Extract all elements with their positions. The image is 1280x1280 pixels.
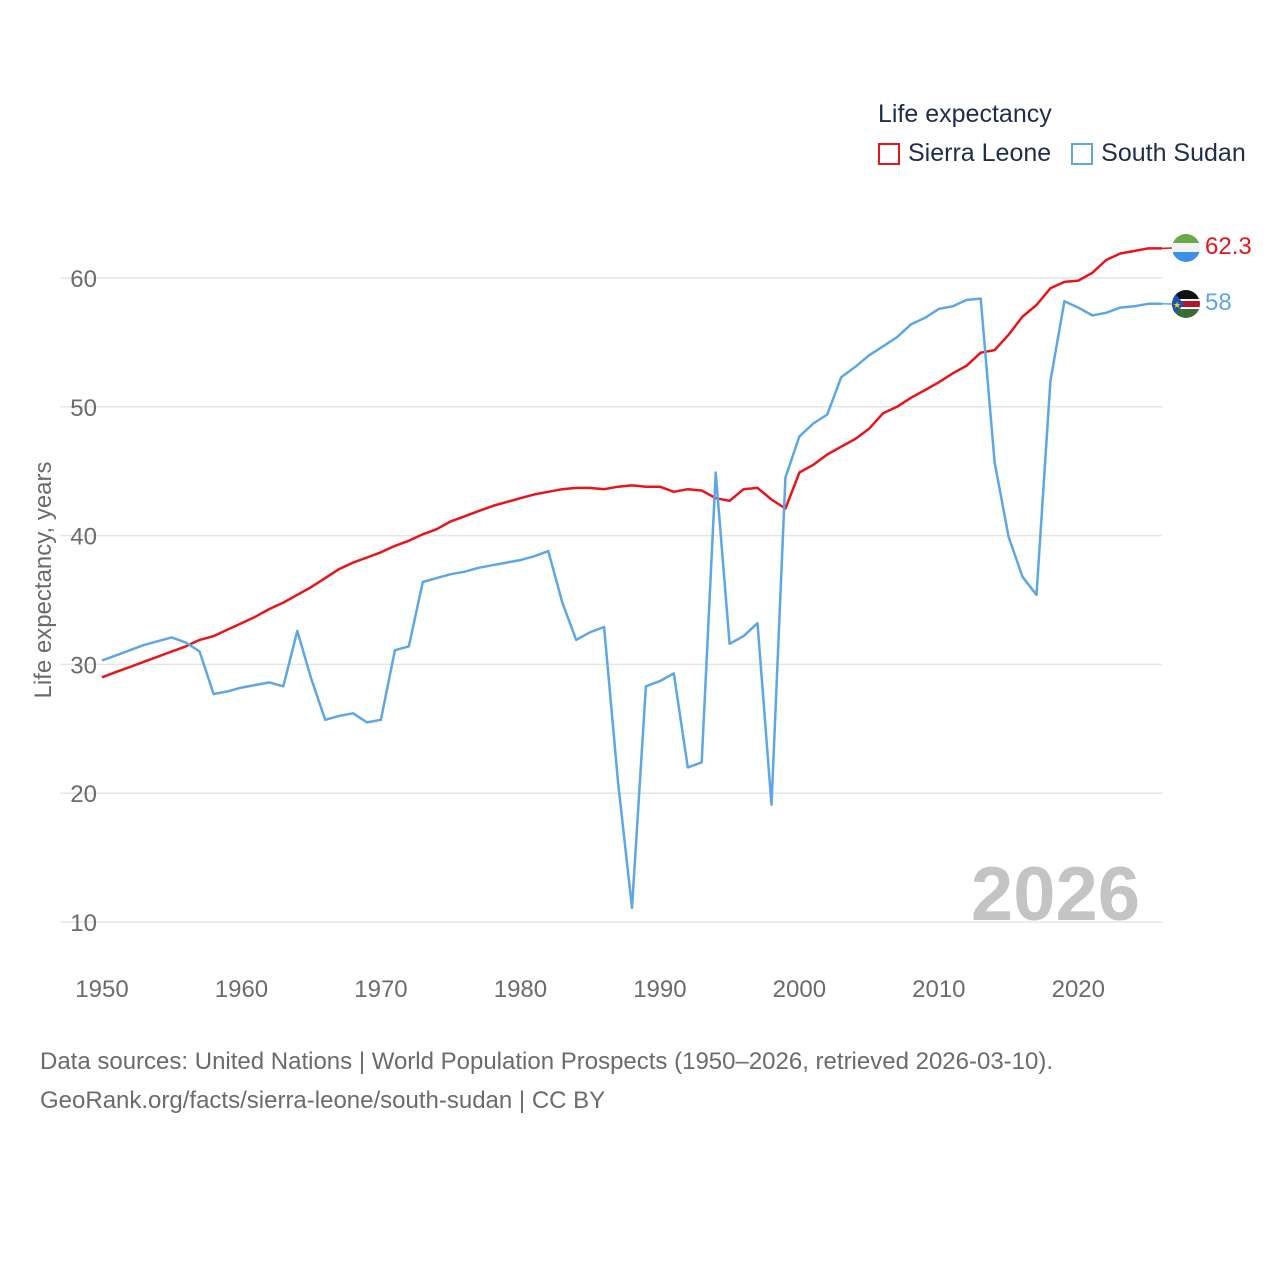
x-tick-label-1960: 1960 [215,976,268,1003]
sources-line-1: Data sources: United Nations | World Pop… [40,1048,1054,1075]
y-tick-label-50: 50 [70,395,97,422]
legend-item-sierra-leone[interactable]: Sierra Leone [878,139,1051,168]
sierra-leone-flag-icon [1172,234,1200,262]
legend-label-south-sudan: South Sudan [1101,139,1246,167]
series-lines [101,247,1173,910]
x-tick-label-2010: 2010 [912,976,965,1003]
y-tick-label-20: 20 [70,781,97,808]
sierra-leone-end-value: 62.3 [1205,233,1252,260]
x-tick-label-1990: 1990 [633,976,686,1003]
series-line-south-sudan [101,297,1162,910]
x-tick-label-1970: 1970 [354,976,407,1003]
y-tick-label-60: 60 [70,266,97,293]
series-endpoints: ★ 62.3 58 [1172,233,1252,318]
data-sources: Data sources: United Nations | World Pop… [40,1042,1053,1120]
svg-text:★: ★ [1173,300,1181,310]
gridlines [60,277,1162,923]
legend-swatch-sierra-leone [878,142,900,165]
legend-items: Sierra Leone South Sudan [878,139,1266,168]
y-tick-label-10: 10 [70,910,97,937]
legend-title: Life expectancy [878,100,1052,128]
sources-line-2[interactable]: GeoRank.org/facts/sierra-leone/south-sud… [40,1087,606,1114]
y-axis-ticks: 10 20 30 40 50 60 [70,266,97,937]
legend-label-sierra-leone: Sierra Leone [908,139,1052,167]
series-line-sierra-leone [101,247,1162,679]
y-tick-label-30: 30 [70,652,97,679]
x-tick-label-2020: 2020 [1052,976,1105,1003]
legend-item-south-sudan[interactable]: South Sudan [1071,139,1246,168]
y-axis-label: Life expectancy, years [30,461,57,698]
x-tick-label-1980: 1980 [494,976,547,1003]
legend-swatch-south-sudan [1071,142,1094,165]
south-sudan-flag-icon: ★ [1172,290,1200,318]
x-tick-label-2000: 2000 [773,976,826,1003]
legend: Life expectancy Sierra Leone South Sudan [878,100,1266,168]
y-tick-label-40: 40 [70,524,97,551]
x-axis-ticks: 1950 1960 1970 1980 1990 2000 2010 2020 [75,976,1105,1003]
year-watermark: 2026 [971,852,1140,937]
south-sudan-end-value: 58 [1205,289,1232,316]
x-tick-label-1950: 1950 [75,976,128,1003]
